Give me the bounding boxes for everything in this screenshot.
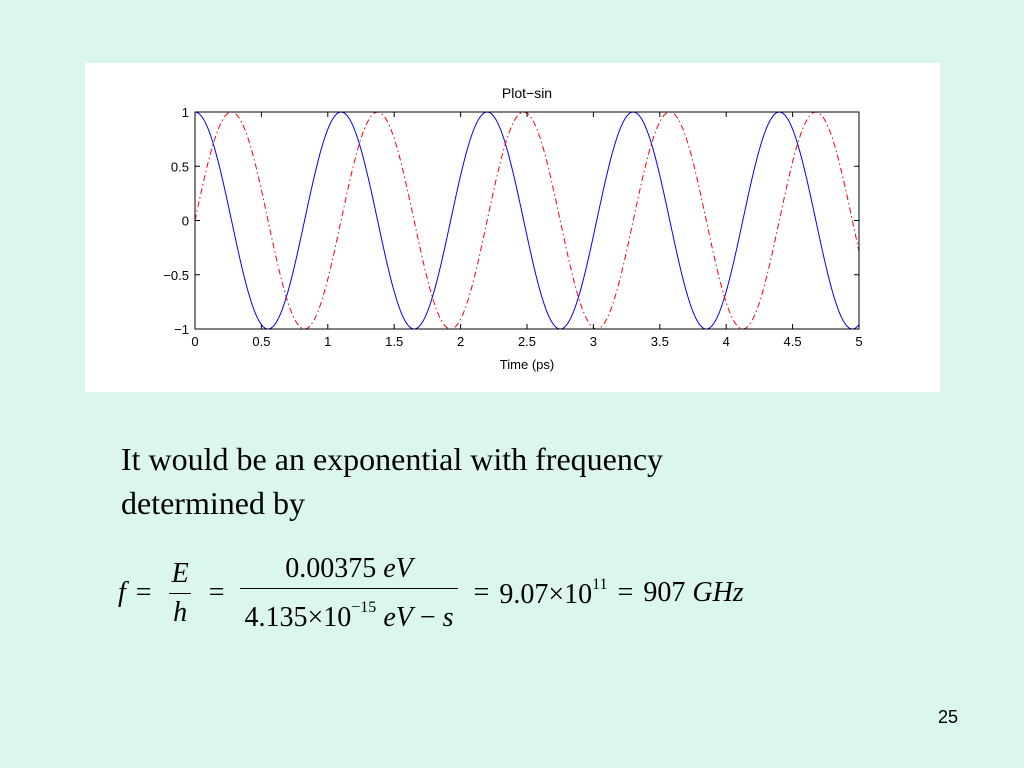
eq-den-value: 4.135 (244, 601, 308, 633)
eq-result-mantissa: 9.07 (499, 578, 549, 610)
x-tick-label: 0 (191, 334, 198, 349)
y-tick-label: 1 (182, 105, 189, 120)
eq-fraction-e-over-h: E h (168, 557, 193, 630)
body-text-line-2: determined by (121, 485, 305, 521)
x-axis-label: Time (ps) (500, 357, 554, 372)
eq-den-exp: −15 (351, 598, 377, 616)
plot-panel: Plot−sin Time (ps) 0 0.5 1 1.5 2 2.5 3 3.5 4 4.5 5… (85, 63, 940, 392)
eq-den-times: × (307, 601, 324, 633)
eq-den-unit: eV (383, 601, 413, 633)
plot-frame (194, 111, 860, 330)
series-line-2 (194, 111, 860, 330)
slide-number: 25 (938, 707, 959, 727)
eq-final-unit: GHz (692, 577, 744, 608)
eq-num-value: 0.00375 (285, 552, 377, 584)
x-tick-label: 3 (590, 334, 597, 349)
eq-h: h (169, 592, 192, 630)
y-tick-label: 0.5 (171, 159, 189, 174)
eq-denominator: 4.135×10−15 eV − s (240, 587, 458, 635)
eq-result-exp: 11 (592, 575, 608, 593)
x-tick-label: 2 (457, 334, 464, 349)
x-tick-label: 0.5 (252, 334, 270, 349)
eq-result: 9.07×1011 (499, 576, 607, 611)
eq-numerator: 0.00375 eV (281, 552, 417, 588)
body-text-line-1: It would be an exponential with frequenc… (121, 441, 664, 477)
eq-den-ten: 10 (323, 601, 352, 633)
chart-title: Plot−sin (502, 85, 552, 101)
eq-result-times: × (548, 578, 565, 610)
x-tick-label: 1.5 (385, 334, 403, 349)
eq-equals-3: = (473, 577, 490, 608)
sine-plot: Plot−sin Time (ps) 0 0.5 1 1.5 2 2.5 3 3.5 4 4.5 5… (163, 85, 862, 372)
eq-den-minus: − (419, 601, 436, 633)
eq-result-ten: 10 (564, 578, 593, 610)
body-text: It would be an exponential with frequenc… (121, 437, 881, 525)
eq-num-unit: eV (383, 552, 413, 584)
eq-equals-4: = (617, 577, 634, 608)
eq-final-value: 907 (643, 577, 686, 608)
x-tick-label: 5 (855, 334, 862, 349)
y-tick-label: 0 (182, 214, 189, 229)
x-tick-label: 4.5 (784, 334, 802, 349)
eq-fraction-values: 0.00375 eV 4.135×10−15 eV − s (240, 552, 458, 635)
y-tick-label: −0.5 (163, 268, 189, 283)
x-tick-label: 2.5 (518, 334, 536, 349)
series-line-1 (194, 111, 860, 330)
eq-f: f (118, 577, 126, 608)
y-tick-label: −1 (174, 322, 189, 337)
eq-den-s: s (442, 601, 454, 633)
x-tick-label: 1 (324, 334, 331, 349)
eq-equals-2: = (208, 577, 225, 608)
x-tick-label: 4 (723, 334, 730, 349)
eq-e: E (171, 557, 189, 589)
x-tick-label: 3.5 (651, 334, 669, 349)
eq-equals-1: = (135, 577, 152, 608)
frequency-equation: f = E h = 0.00375 eV 4.135×10−15 eV − s … (118, 548, 878, 638)
